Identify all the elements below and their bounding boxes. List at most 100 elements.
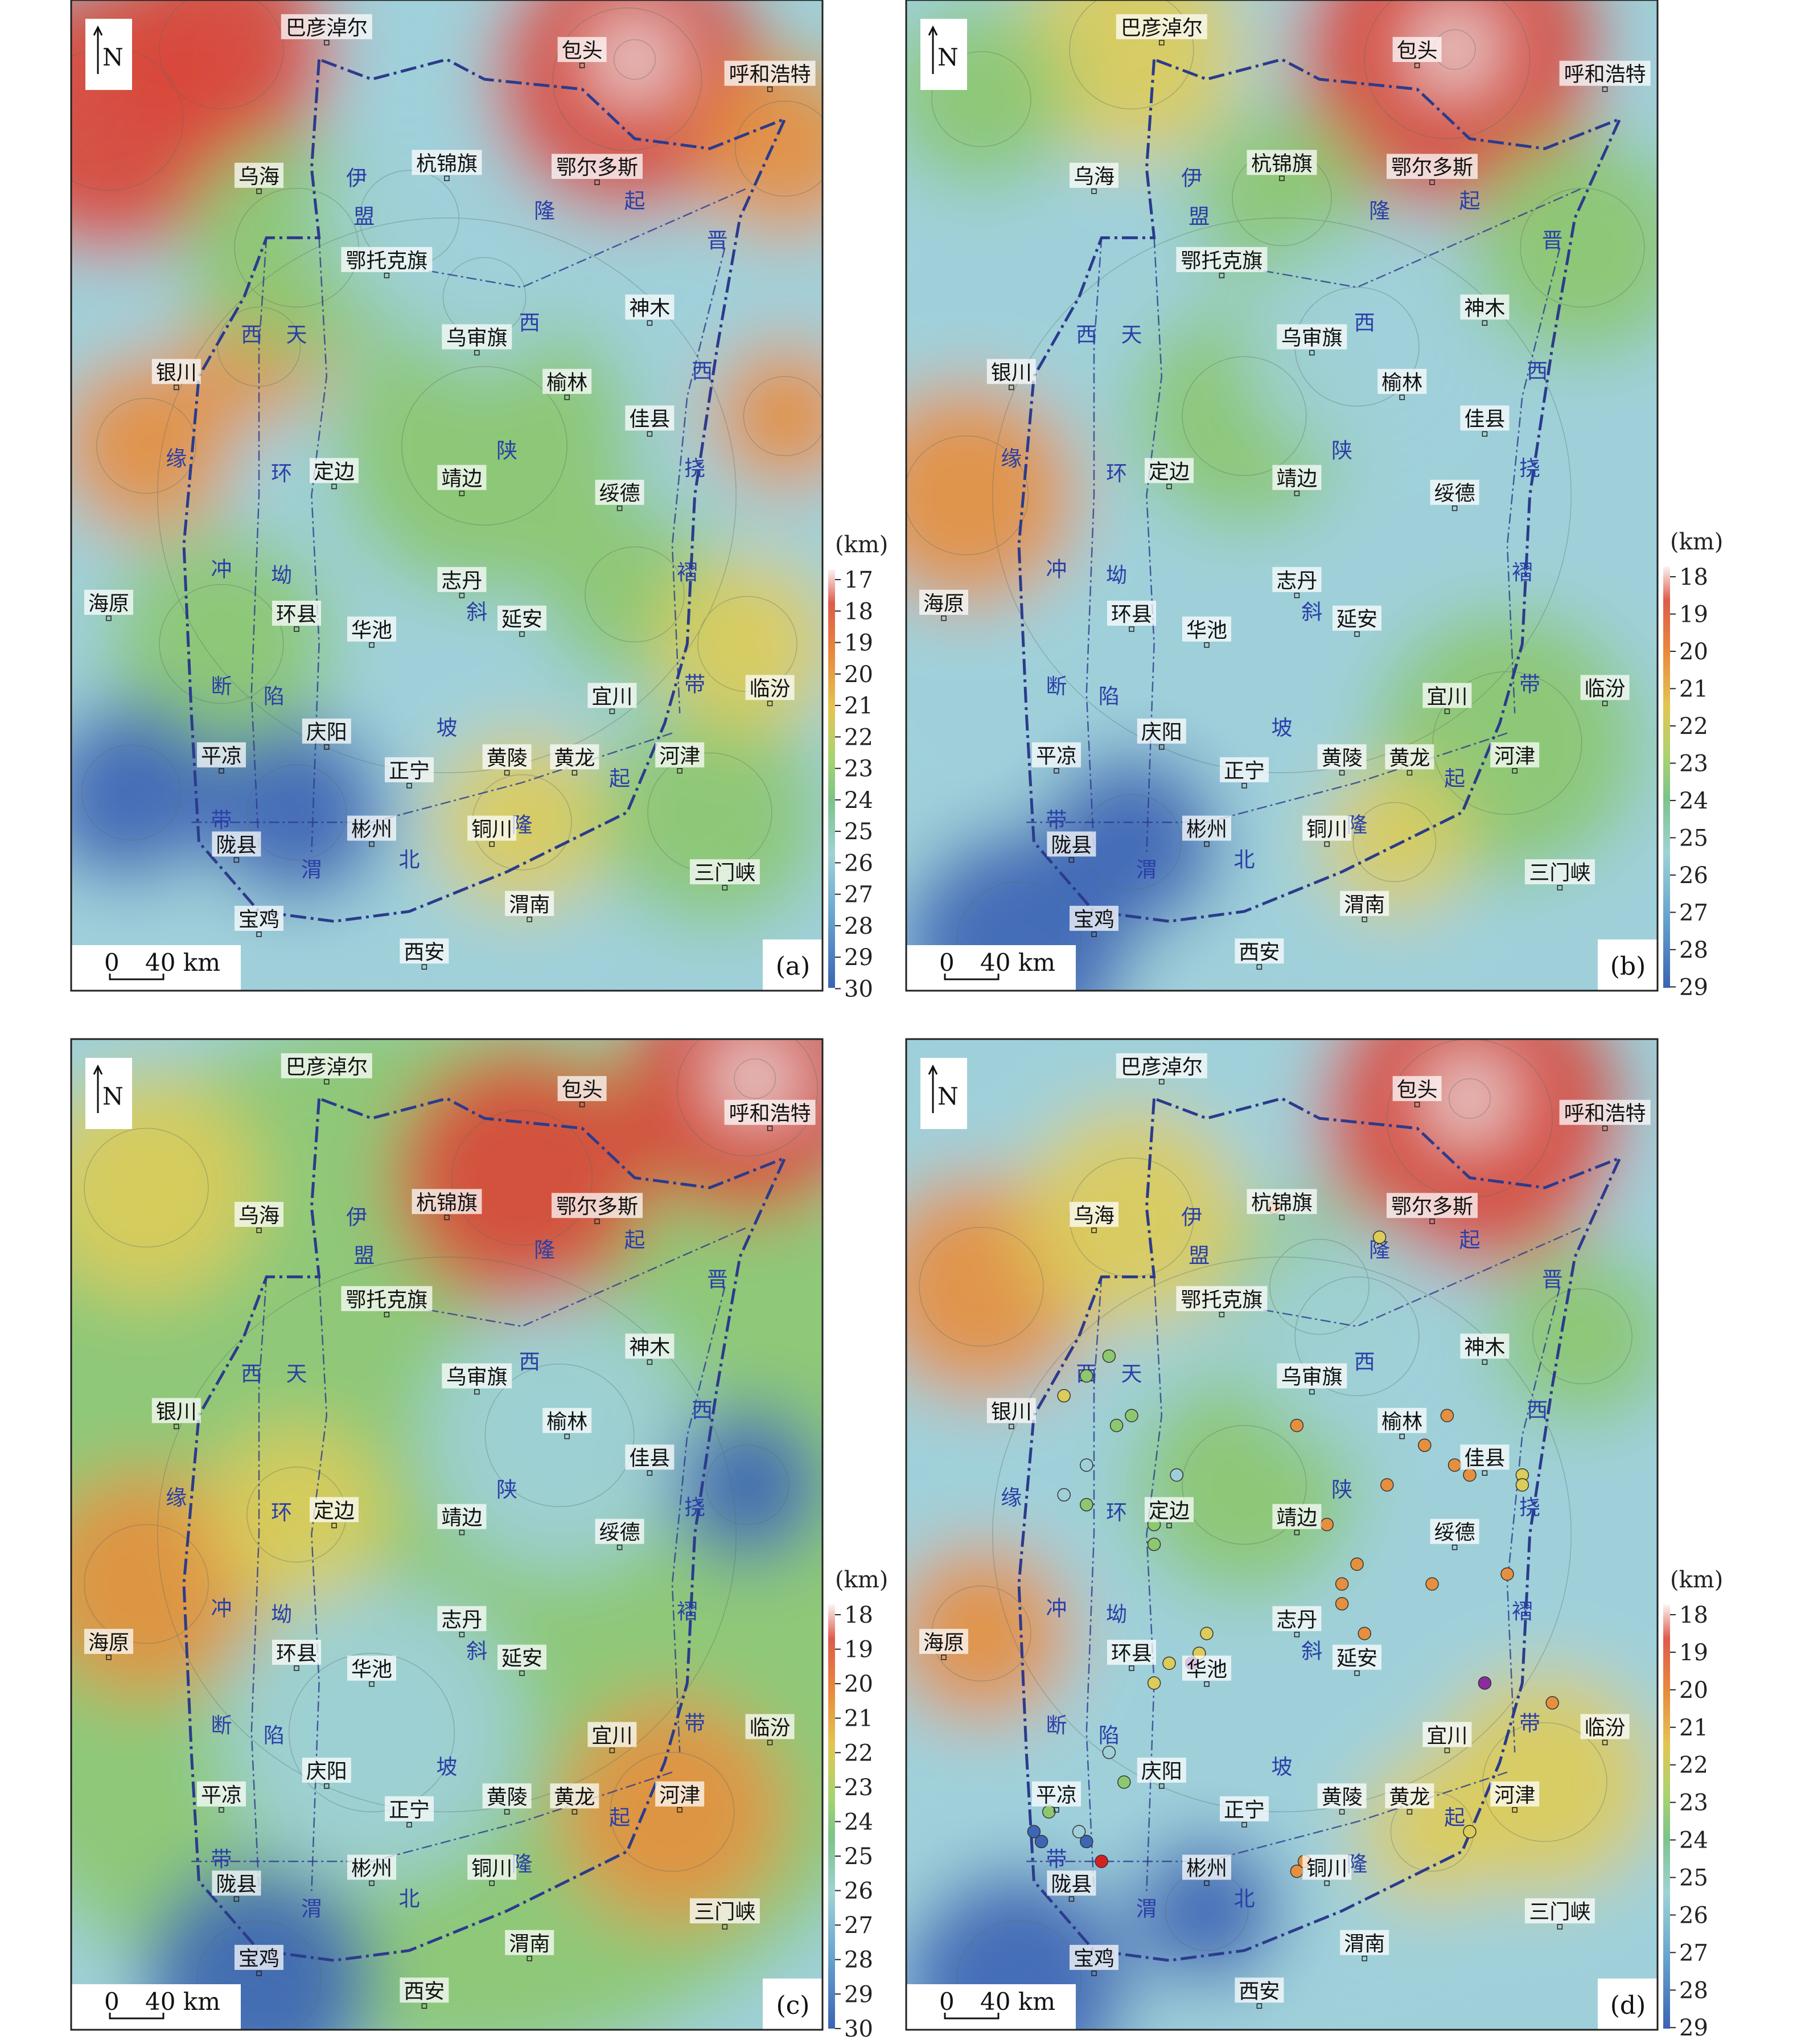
sample-point — [1125, 1409, 1138, 1422]
sample-point — [1034, 1834, 1048, 1849]
sample-point — [1027, 1825, 1041, 1838]
city-marker-icon — [1279, 1214, 1285, 1221]
structure-label: 西 — [1354, 310, 1375, 335]
structure-label: 渭 — [301, 857, 322, 882]
svg-text:铜川: 铜川 — [471, 818, 512, 842]
colorbar-tick-label: 23 — [844, 1775, 873, 1801]
sample-point — [1042, 1805, 1056, 1819]
structure-label: 冲 — [1046, 557, 1067, 582]
structure-label: 渭 — [301, 1897, 322, 1921]
north-arrow: N — [920, 19, 967, 90]
city-marker-icon — [504, 770, 510, 776]
city-marker-icon — [647, 1359, 653, 1365]
svg-text:包头: 包头 — [562, 39, 603, 63]
svg-text:庆阳: 庆阳 — [306, 721, 347, 744]
colorbar-tick-label: 25 — [844, 1844, 873, 1870]
panel-letter: (a) — [763, 939, 823, 991]
sample-point — [1478, 1676, 1492, 1690]
structure-label: 冲 — [1046, 1596, 1067, 1621]
structure-label: 陕 — [1331, 438, 1352, 463]
city-marker-icon — [616, 505, 623, 511]
city-label: 绥德 — [595, 1518, 644, 1550]
svg-text:绥德: 绥德 — [599, 482, 640, 506]
city-label: 华池 — [347, 616, 396, 648]
svg-text:佳县: 佳县 — [629, 408, 670, 431]
svg-text:正宁: 正宁 — [389, 1799, 430, 1822]
city-label: 榆林 — [542, 368, 592, 400]
structure-label: 环 — [1106, 461, 1127, 486]
svg-text:陇县: 陇县 — [1051, 1873, 1092, 1896]
colorbar-tick-label: 19 — [844, 1637, 873, 1663]
svg-text:绥德: 绥德 — [599, 1521, 640, 1545]
svg-text:三门峡: 三门峡 — [694, 1901, 755, 1924]
structure-label: 冲 — [211, 557, 232, 582]
svg-text:鄂尔多斯: 鄂尔多斯 — [1391, 1195, 1473, 1218]
north-arrow-icon — [93, 25, 103, 36]
svg-text:黄龙: 黄龙 — [1389, 1786, 1430, 1809]
sample-point — [1102, 1349, 1116, 1363]
svg-text:巴彦淖尔: 巴彦淖尔 — [286, 17, 368, 40]
structure-label: 环 — [271, 461, 292, 486]
colorbar-tick-label: 28 — [844, 1947, 873, 1973]
city-label: 渭南 — [1340, 1930, 1389, 1961]
colorbar-tick-label: 25 — [1679, 1865, 1708, 1891]
city-marker-icon — [527, 917, 532, 922]
city-marker-icon — [421, 2003, 427, 2009]
city-marker-icon — [1324, 1880, 1330, 1886]
city-marker-icon — [1339, 770, 1345, 776]
structure-labels: 伊盟隆起西天缘环冲坳断陷带渭北陕斜坡晋挠褶西西带起隆 — [1001, 166, 1562, 882]
city-marker-icon — [1407, 770, 1413, 776]
city-marker-icon — [571, 770, 578, 776]
city-marker-icon — [677, 1807, 682, 1813]
svg-text:40 km: 40 km — [145, 949, 220, 976]
structure-label: 环 — [1106, 1500, 1127, 1525]
sample-point — [1463, 1825, 1477, 1838]
city-marker-icon — [1294, 1632, 1300, 1637]
city-label: 临汾 — [1580, 675, 1630, 707]
city-label: 庆阳 — [1137, 1758, 1186, 1789]
city-marker-icon — [331, 1522, 337, 1529]
city-label: 渭南 — [1340, 890, 1389, 922]
city-label: 包头 — [557, 36, 607, 68]
svg-text:乌海: 乌海 — [238, 165, 279, 188]
colorbar-tick-label: 19 — [844, 630, 873, 656]
colorbar-tick-label: 22 — [1679, 713, 1708, 740]
city-label: 神木 — [625, 1333, 675, 1365]
structure-label: 渭 — [1136, 857, 1157, 882]
city-marker-icon — [474, 350, 480, 356]
city-label: 绥德 — [1430, 479, 1479, 511]
svg-text:平凉: 平凉 — [1036, 745, 1077, 768]
structure-label: 西 — [519, 1349, 540, 1374]
city-marker-icon — [1407, 1809, 1413, 1815]
svg-text:彬州: 彬州 — [351, 818, 392, 842]
city-label: 宜川 — [587, 683, 637, 715]
colorbar-tick-label: 21 — [1679, 676, 1708, 702]
svg-text:(c): (c) — [776, 1991, 810, 2020]
svg-text:彬州: 彬州 — [351, 1857, 392, 1881]
city-marker-icon — [1602, 86, 1608, 92]
structure-label: 陷 — [1099, 684, 1120, 708]
city-marker-icon — [1362, 917, 1367, 922]
city-marker-icon — [1414, 1102, 1420, 1107]
city-label: 海原 — [919, 589, 968, 621]
svg-text:乌海: 乌海 — [1074, 1204, 1115, 1228]
structure-label: 坡 — [437, 1755, 458, 1779]
city-label: 杭锦旗 — [412, 1189, 482, 1221]
city-label: 海原 — [84, 1628, 133, 1660]
structure-label: 起 — [609, 1805, 630, 1830]
sample-point — [1109, 1418, 1124, 1433]
structure-label: 天 — [1121, 322, 1142, 347]
city-label: 黄陵 — [482, 1783, 532, 1815]
city-marker-icon — [1204, 642, 1210, 648]
structure-label: 隆 — [534, 1238, 555, 1262]
svg-text:环县: 环县 — [1111, 1642, 1152, 1665]
colorbar-unit-label: (km) — [835, 1567, 888, 1593]
structure-label: 起 — [1444, 766, 1465, 791]
city-label: 定边 — [1145, 1497, 1194, 1529]
svg-text:庆阳: 庆阳 — [306, 1760, 347, 1783]
city-marker-icon — [174, 384, 179, 391]
svg-text:银川: 银川 — [156, 361, 197, 384]
city-marker-icon — [647, 1470, 653, 1476]
city-label: 志丹 — [437, 1606, 487, 1637]
city-label: 杭锦旗 — [1247, 150, 1317, 182]
